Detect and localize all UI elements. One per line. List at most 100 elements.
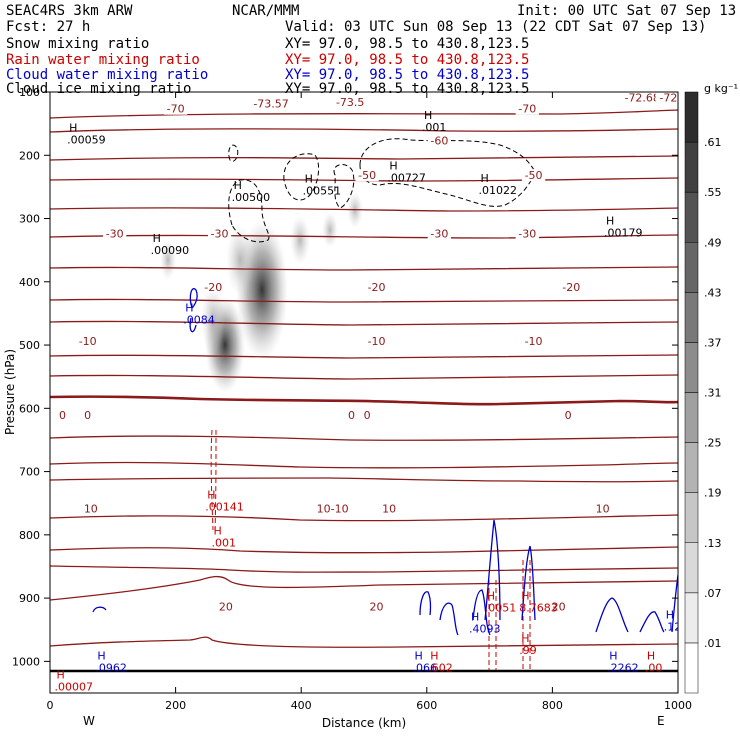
colorbar-swatch — [684, 392, 699, 443]
cloud-water-contours — [92, 288, 678, 636]
temperature-label-bg — [103, 227, 127, 240]
temperature-label: 0 — [348, 409, 355, 422]
temperature-label: 0 — [59, 409, 66, 422]
y-tick-label: 100 — [19, 86, 40, 99]
field-name-cloud-ice: Cloud ice mixing ratio — [6, 81, 192, 97]
maximum-marker: H — [69, 121, 77, 134]
colorbar-swatch — [684, 342, 699, 393]
y-tick-label: 300 — [19, 213, 40, 226]
temperature-label: -20 — [368, 281, 386, 294]
temperature-label-bg — [332, 95, 369, 108]
colorbar-swatch — [684, 191, 699, 243]
temperature-label: -70 — [167, 103, 185, 116]
temperature-label-bg — [249, 97, 293, 110]
colorbar-swatch — [684, 91, 699, 143]
maximum-value-label: .001 — [422, 121, 447, 134]
field-xy-snow: XY= 97.0, 98.5 to 430.8,123.5 — [285, 36, 530, 52]
y-tick-label: 900 — [19, 592, 40, 605]
temperature-label-bg — [57, 408, 68, 421]
temperature-label-bg — [364, 334, 389, 347]
maximum-value-label: .00727 — [387, 171, 426, 184]
colorbar-swatch — [684, 242, 699, 293]
x-tick-label: 400 — [291, 699, 312, 712]
y-tick-label: 1000 — [12, 655, 40, 668]
colorbar-level-label: .43 — [704, 286, 722, 299]
maximum-value-label: .99 — [519, 644, 537, 657]
colorbar-swatch — [684, 642, 699, 694]
colorbar-level-label: .55 — [704, 186, 722, 199]
freezing-level-contour — [50, 395, 678, 406]
colorbar-level-label: .61 — [704, 136, 722, 149]
temperature-label-bg — [76, 334, 100, 347]
temperature-label: -10 — [79, 335, 97, 348]
maximum-marker: H — [153, 232, 161, 245]
x-axis: 0 200 400 600 800 1000 — [47, 92, 692, 712]
maximum-value-label: .00551 — [303, 185, 342, 198]
colorbar-level-label: .25 — [704, 437, 722, 450]
temperature-label-bg — [82, 502, 100, 515]
temperature-label: -50 — [358, 169, 376, 182]
temperature-label: 0 — [84, 409, 91, 422]
temperature-label: -73.57 — [253, 98, 288, 111]
colorbar-swatch — [684, 592, 699, 644]
maximum-marker: H — [606, 214, 614, 227]
maximum-value-label: .0051 — [485, 602, 517, 615]
x-tick-label: 600 — [416, 699, 437, 712]
field-name-snow: Snow mixing ratio — [6, 36, 150, 52]
x-left-end-label: W — [83, 714, 95, 728]
colorbar-swatch — [684, 492, 699, 543]
colorbar-swatch — [684, 292, 699, 343]
temperature-label: -30 — [106, 227, 124, 240]
maximum-value-label: .602 — [428, 662, 453, 675]
maximum-value-label: .0084 — [183, 314, 215, 327]
maximum-value-label: .00179 — [604, 226, 643, 239]
x-tick-label: 800 — [542, 699, 563, 712]
y-tick-label: 800 — [19, 529, 40, 542]
maximum-value-label: 8.7683 — [519, 602, 558, 615]
temperature-label-bg — [217, 600, 235, 613]
maximum-value-label: .00 — [645, 662, 663, 675]
x-right-end-label: E — [657, 714, 665, 728]
maximum-marker: H — [389, 159, 397, 172]
field-xy-cloud-water: XY= 97.0, 98.5 to 430.8,123.5 — [285, 67, 530, 83]
temperature-label: 20 — [370, 601, 384, 614]
maximum-value-label: .001 — [212, 536, 237, 549]
temperature-label-bg — [355, 169, 379, 182]
field-name-rain: Rain water mixing ratio — [6, 52, 200, 68]
y-tick-label: 200 — [19, 149, 40, 162]
mixing-ratio-shading — [160, 192, 363, 393]
colorbar-level-label: .01 — [704, 637, 722, 650]
maximum-marker: H — [415, 650, 423, 663]
colorbar-swatch — [684, 442, 699, 493]
x-tick-label: 200 — [165, 699, 186, 712]
temperature-labels: -70 -70 -73.57 -73.5 -72.68 -72.4 -50 -50 -60 -30… — [57, 92, 678, 614]
rain-water-contours — [210, 429, 531, 670]
y-tick-label: 600 — [19, 402, 40, 415]
maximum-value-label: .0962 — [95, 662, 127, 675]
temperature-label-bg — [346, 408, 357, 421]
org-label: NCAR/MMM — [232, 3, 300, 19]
maximum-marker: H — [524, 691, 532, 704]
maximum-marker: H — [214, 524, 222, 537]
temperature-label-bg — [621, 92, 664, 104]
temperature-label: 10 — [596, 503, 610, 516]
model-title: SEAC4RS 3km ARW — [6, 3, 133, 19]
temperature-label: -70 — [518, 103, 536, 116]
temperature-label-bg — [515, 102, 539, 115]
temperature-label-bg — [521, 334, 546, 347]
maximum-marker: H — [97, 650, 105, 663]
y-tick-label: 400 — [19, 276, 40, 289]
maximum-value-label: .00141 — [205, 500, 244, 513]
temperature-label-bg — [368, 600, 385, 613]
x-tick-label: 0 — [47, 699, 54, 712]
temperature-label: -30 — [430, 227, 448, 240]
temperature-label-bg — [361, 408, 373, 421]
temperature-label: -10 — [525, 335, 543, 348]
warm-temperature-contours — [50, 435, 678, 648]
maximum-marker: H — [207, 488, 215, 501]
temperature-label: 0 — [364, 409, 371, 422]
temperature-label: -20 — [562, 281, 580, 294]
temperature-label-bg — [562, 408, 574, 421]
maximum-marker: H — [471, 610, 479, 623]
temperature-label: -30 — [211, 227, 229, 240]
